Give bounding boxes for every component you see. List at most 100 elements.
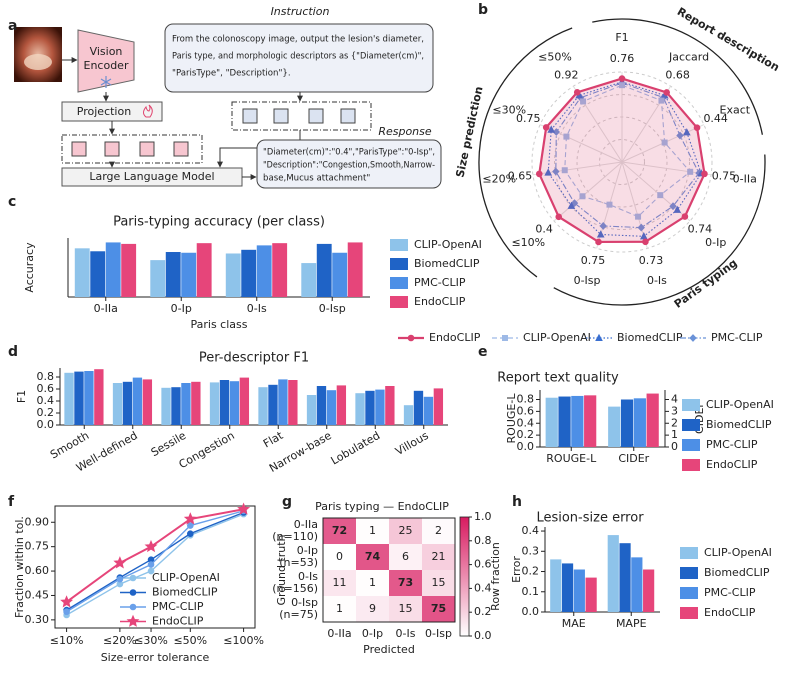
legend-label: BiomedCLIP <box>706 418 772 431</box>
encoder-label: Vision <box>90 45 123 58</box>
y2-tick-label: 3 <box>671 404 678 417</box>
legend-swatch <box>390 258 408 270</box>
radar-value-label: 0.44 <box>703 112 728 125</box>
bar <box>256 245 272 297</box>
legend-label: EndoCLIP <box>706 458 758 471</box>
chart-title: Report text quality <box>497 371 619 386</box>
legend-label: BiomedCLIP <box>414 257 480 270</box>
bar <box>278 379 288 425</box>
x-tick-label: ≤30% <box>134 634 168 647</box>
row-count: (n=156) <box>272 582 318 595</box>
cell-label: 15 <box>432 576 446 589</box>
chart-title: Paris typing — EndoCLIP <box>315 500 449 513</box>
bar <box>142 379 153 425</box>
heat-cell <box>323 544 356 570</box>
marker <box>618 75 626 82</box>
radar-axis-label: 0-Isp <box>574 274 601 287</box>
row-label: 0-Isp <box>291 596 318 609</box>
radar-series <box>538 77 706 244</box>
bar <box>607 535 619 612</box>
bar <box>181 252 197 297</box>
heat-cell <box>389 518 422 544</box>
marker <box>619 82 625 89</box>
y2-tick-label: 4 <box>671 393 678 406</box>
legend-label: PMC-CLIP <box>414 276 466 289</box>
instruction-box <box>164 23 434 93</box>
instruction-text: Paris type, and morphologic descriptors … <box>172 52 424 62</box>
y-axis-label: Ground truth <box>275 534 288 605</box>
bar <box>385 386 395 425</box>
marker <box>669 202 677 211</box>
token <box>242 108 258 124</box>
bar <box>161 387 171 425</box>
colorbar-tick-label: 0.0 <box>474 629 492 642</box>
marker <box>573 89 581 96</box>
heat-cell <box>356 518 389 544</box>
marker <box>606 201 613 208</box>
y-axis-label: Error <box>510 556 523 583</box>
cell-label: 1 <box>369 576 376 589</box>
chart-title: Lesion-size error <box>536 511 644 526</box>
radar-axis-label: 0-Is <box>647 274 667 287</box>
bar <box>74 248 90 297</box>
y-tick-label: 0.0 <box>522 605 540 618</box>
bar <box>132 377 143 425</box>
bar <box>239 377 250 425</box>
y2-tick-label: 0 <box>671 440 678 453</box>
legend-label: EndoCLIP <box>704 606 756 619</box>
radar-series <box>555 82 700 229</box>
marker <box>579 193 586 200</box>
bar <box>608 406 621 447</box>
panel-label: a <box>8 18 17 34</box>
bar <box>74 371 84 425</box>
legend-label: CLIP-OpenAI <box>706 398 774 411</box>
visual-tokens <box>61 134 203 164</box>
marker <box>595 333 603 341</box>
legend-swatch <box>680 547 698 559</box>
x-tick-label: Lobulated <box>329 429 383 468</box>
column-label: 0-IIa <box>327 627 351 640</box>
legend-swatch <box>682 439 700 451</box>
x-axis-label: Paris class <box>191 318 248 331</box>
bar <box>181 383 191 425</box>
y2-tick-label: 2 <box>671 416 678 429</box>
y-tick-label: 0.6 <box>37 382 55 395</box>
token <box>104 141 120 157</box>
legend-swatch <box>390 239 408 251</box>
bar <box>316 243 332 297</box>
x-tick-label: 0-Is <box>247 302 267 315</box>
y-tick-label: 0.2 <box>517 428 535 441</box>
heat-cell <box>323 596 356 622</box>
panel-label: h <box>512 494 522 510</box>
radar-axis-label: Jaccard <box>668 51 709 64</box>
token <box>71 141 87 157</box>
legend-swatch <box>682 419 700 431</box>
radar-value-label: 0.73 <box>639 254 664 267</box>
legend-label: CLIP-OpenAI <box>704 546 772 559</box>
colorbar-tick-label: 0.4 <box>474 581 492 594</box>
cell-label: 73 <box>398 576 413 589</box>
llm-label: Large Language Model <box>89 170 214 183</box>
heat-cell <box>356 570 389 596</box>
bar <box>545 397 558 447</box>
radar-axis-label: Exact <box>720 103 751 116</box>
bar <box>643 569 655 612</box>
cell-label: 72 <box>332 524 347 537</box>
bar <box>229 381 240 425</box>
y-tick-label: 0.0 <box>517 440 535 453</box>
marker <box>144 539 158 553</box>
radar-axis-label: 0-Ip <box>705 236 726 249</box>
bar <box>573 569 585 612</box>
legend-swatch <box>680 567 698 579</box>
bar <box>332 252 348 297</box>
bar <box>301 263 317 297</box>
heat-cell <box>356 544 389 570</box>
marker <box>658 97 665 104</box>
marker <box>183 512 197 525</box>
bar <box>413 390 424 425</box>
bar <box>219 380 230 425</box>
radar-ring <box>531 71 713 253</box>
legend-swatch <box>390 277 408 289</box>
bar <box>550 559 562 612</box>
marker <box>689 334 697 342</box>
